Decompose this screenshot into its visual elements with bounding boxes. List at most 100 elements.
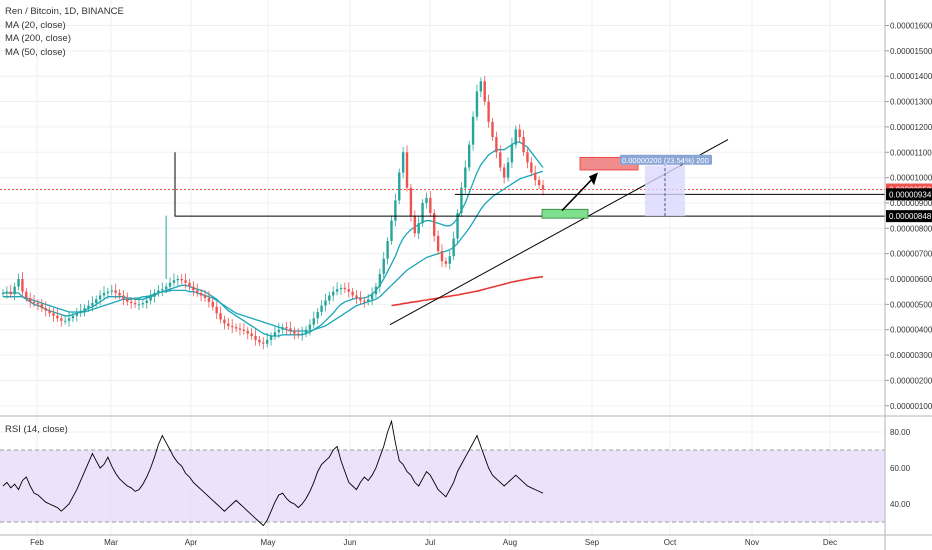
candle-body (499, 152, 502, 168)
candle-body (25, 291, 28, 299)
candle-body (289, 328, 292, 331)
rsi-y-tick-label: 80.00 (890, 428, 911, 437)
x-tick-label: Mar (104, 538, 118, 547)
candle-body (238, 328, 242, 330)
rsi-series-line (2, 419, 544, 527)
candle-body (398, 172, 401, 201)
candle-body (67, 318, 71, 321)
candle-body (172, 280, 176, 283)
y-tick-label: 0.00001500 (890, 47, 932, 56)
candle-body (366, 299, 370, 302)
candle-body (359, 298, 362, 301)
x-tick-label: Sep (585, 538, 600, 547)
y-tick-label: 0.00000100 (890, 402, 932, 411)
x-tick-label: Oct (664, 538, 677, 547)
candle-body (161, 289, 164, 291)
candle-body (91, 303, 94, 306)
candle-body (258, 339, 261, 343)
candle-body (199, 292, 203, 296)
candle-body (56, 315, 59, 319)
candle-body (487, 101, 490, 122)
candle-body (36, 303, 40, 305)
candle-body (530, 162, 533, 173)
candle-body (60, 318, 63, 321)
candle-body (382, 258, 385, 274)
candle-body (234, 327, 238, 329)
x-tick-label: Aug (503, 538, 517, 547)
candle-body (363, 300, 366, 302)
rsi-y-tick-label: 60.00 (890, 464, 911, 473)
legend-ma20[interactable]: MA (20, close) (5, 19, 66, 31)
y-tick-label: 0.00000800 (890, 224, 932, 233)
candle-body (541, 185, 545, 190)
candle-body (467, 144, 471, 168)
candle-body (421, 202, 424, 224)
rsi-line (2, 419, 544, 527)
y-tick-label: 0.00000700 (890, 250, 932, 259)
candle-body (153, 292, 156, 297)
candle-body (130, 301, 133, 304)
candle-body (351, 291, 354, 296)
candle-body (262, 342, 265, 344)
candle-body (196, 290, 199, 293)
candle-body (98, 295, 102, 300)
x-tick-label: Nov (745, 538, 759, 547)
candle-body (106, 291, 110, 293)
candle-body (374, 286, 378, 295)
candle-body (417, 223, 420, 234)
legend-ma200[interactable]: MA (200, close) (5, 33, 71, 44)
projection-arrow-line (561, 174, 597, 212)
candle-body (316, 311, 319, 319)
candle-body (273, 332, 277, 337)
candle-body (44, 308, 47, 311)
candle-body (223, 319, 226, 324)
candle-body (83, 308, 86, 311)
candle-body (231, 325, 234, 328)
candle-body (370, 294, 374, 300)
candle-body (386, 240, 389, 259)
candle-body (328, 295, 331, 301)
candle-body (534, 172, 537, 181)
candle-body (5, 291, 9, 293)
candle-body (433, 213, 436, 236)
legend-ma50[interactable]: MA (50, close) (5, 46, 66, 58)
candle-body (479, 81, 483, 92)
candle-body (219, 313, 222, 320)
drawings: 0.00000200 (23.54%) 200 (0, 139, 885, 326)
symbol-title[interactable]: Ren / Bitcoin, 1D, BINANCE (5, 6, 124, 17)
x-tick-label: Feb (30, 538, 44, 547)
candle-body (491, 121, 494, 138)
level-2-label-bg (886, 210, 932, 223)
candle-body (355, 295, 358, 299)
candle-body (413, 215, 416, 234)
rsi-band-fill (0, 450, 885, 522)
candle-body (28, 298, 32, 302)
candle-body (9, 291, 12, 295)
candle-body (297, 333, 300, 335)
candle-body (265, 339, 269, 344)
candle-body (312, 318, 315, 325)
candle-body (429, 197, 432, 214)
candle-body (460, 187, 463, 214)
y-tick-label: 0.00000200 (890, 376, 932, 385)
candle-body (114, 290, 117, 293)
candle-body (320, 305, 323, 312)
candle-body (440, 251, 444, 262)
candle-body (95, 299, 98, 304)
candle-body (506, 162, 510, 178)
candle-body (110, 290, 113, 292)
rsi-y-tick-label: 40.00 (890, 500, 911, 509)
candle-body (332, 291, 335, 296)
y-tick-label: 0.00000500 (890, 300, 932, 309)
candle-body (133, 303, 137, 305)
candle-body (32, 301, 36, 304)
rsi-legend[interactable]: RSI (14, close) (5, 424, 68, 435)
y-tick-label: 0.00001000 (890, 174, 932, 183)
candle-body (304, 329, 308, 334)
candle-body (250, 333, 253, 337)
y-tick-label: 0.00000300 (890, 351, 932, 360)
y-tick-label: 0.00001100 (890, 148, 932, 157)
candle-body (436, 235, 440, 252)
